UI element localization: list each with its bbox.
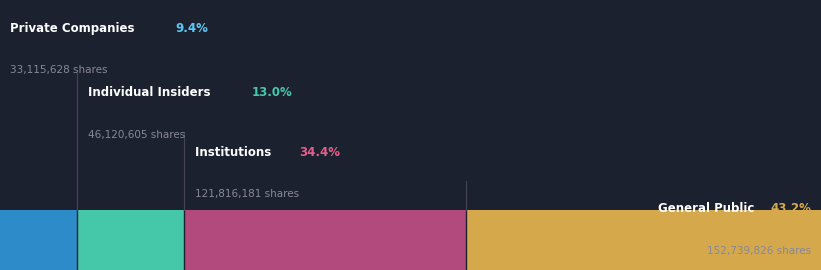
Text: 9.4%: 9.4% (176, 22, 209, 35)
Bar (466, 210, 821, 270)
Text: Private Companies: Private Companies (10, 22, 139, 35)
Text: General Public: General Public (658, 202, 759, 215)
Bar (77, 210, 184, 270)
Bar (184, 210, 466, 270)
Text: Individual Insiders: Individual Insiders (88, 86, 214, 99)
Text: 33,115,628 shares: 33,115,628 shares (10, 65, 108, 75)
Text: 43.2%: 43.2% (770, 202, 811, 215)
Text: 121,816,181 shares: 121,816,181 shares (195, 189, 300, 199)
Text: 13.0%: 13.0% (251, 86, 292, 99)
Text: 46,120,605 shares: 46,120,605 shares (88, 130, 185, 140)
Text: 34.4%: 34.4% (299, 146, 340, 159)
Text: 152,739,826 shares: 152,739,826 shares (707, 246, 811, 256)
Text: Institutions: Institutions (195, 146, 276, 159)
Bar (0, 210, 77, 270)
